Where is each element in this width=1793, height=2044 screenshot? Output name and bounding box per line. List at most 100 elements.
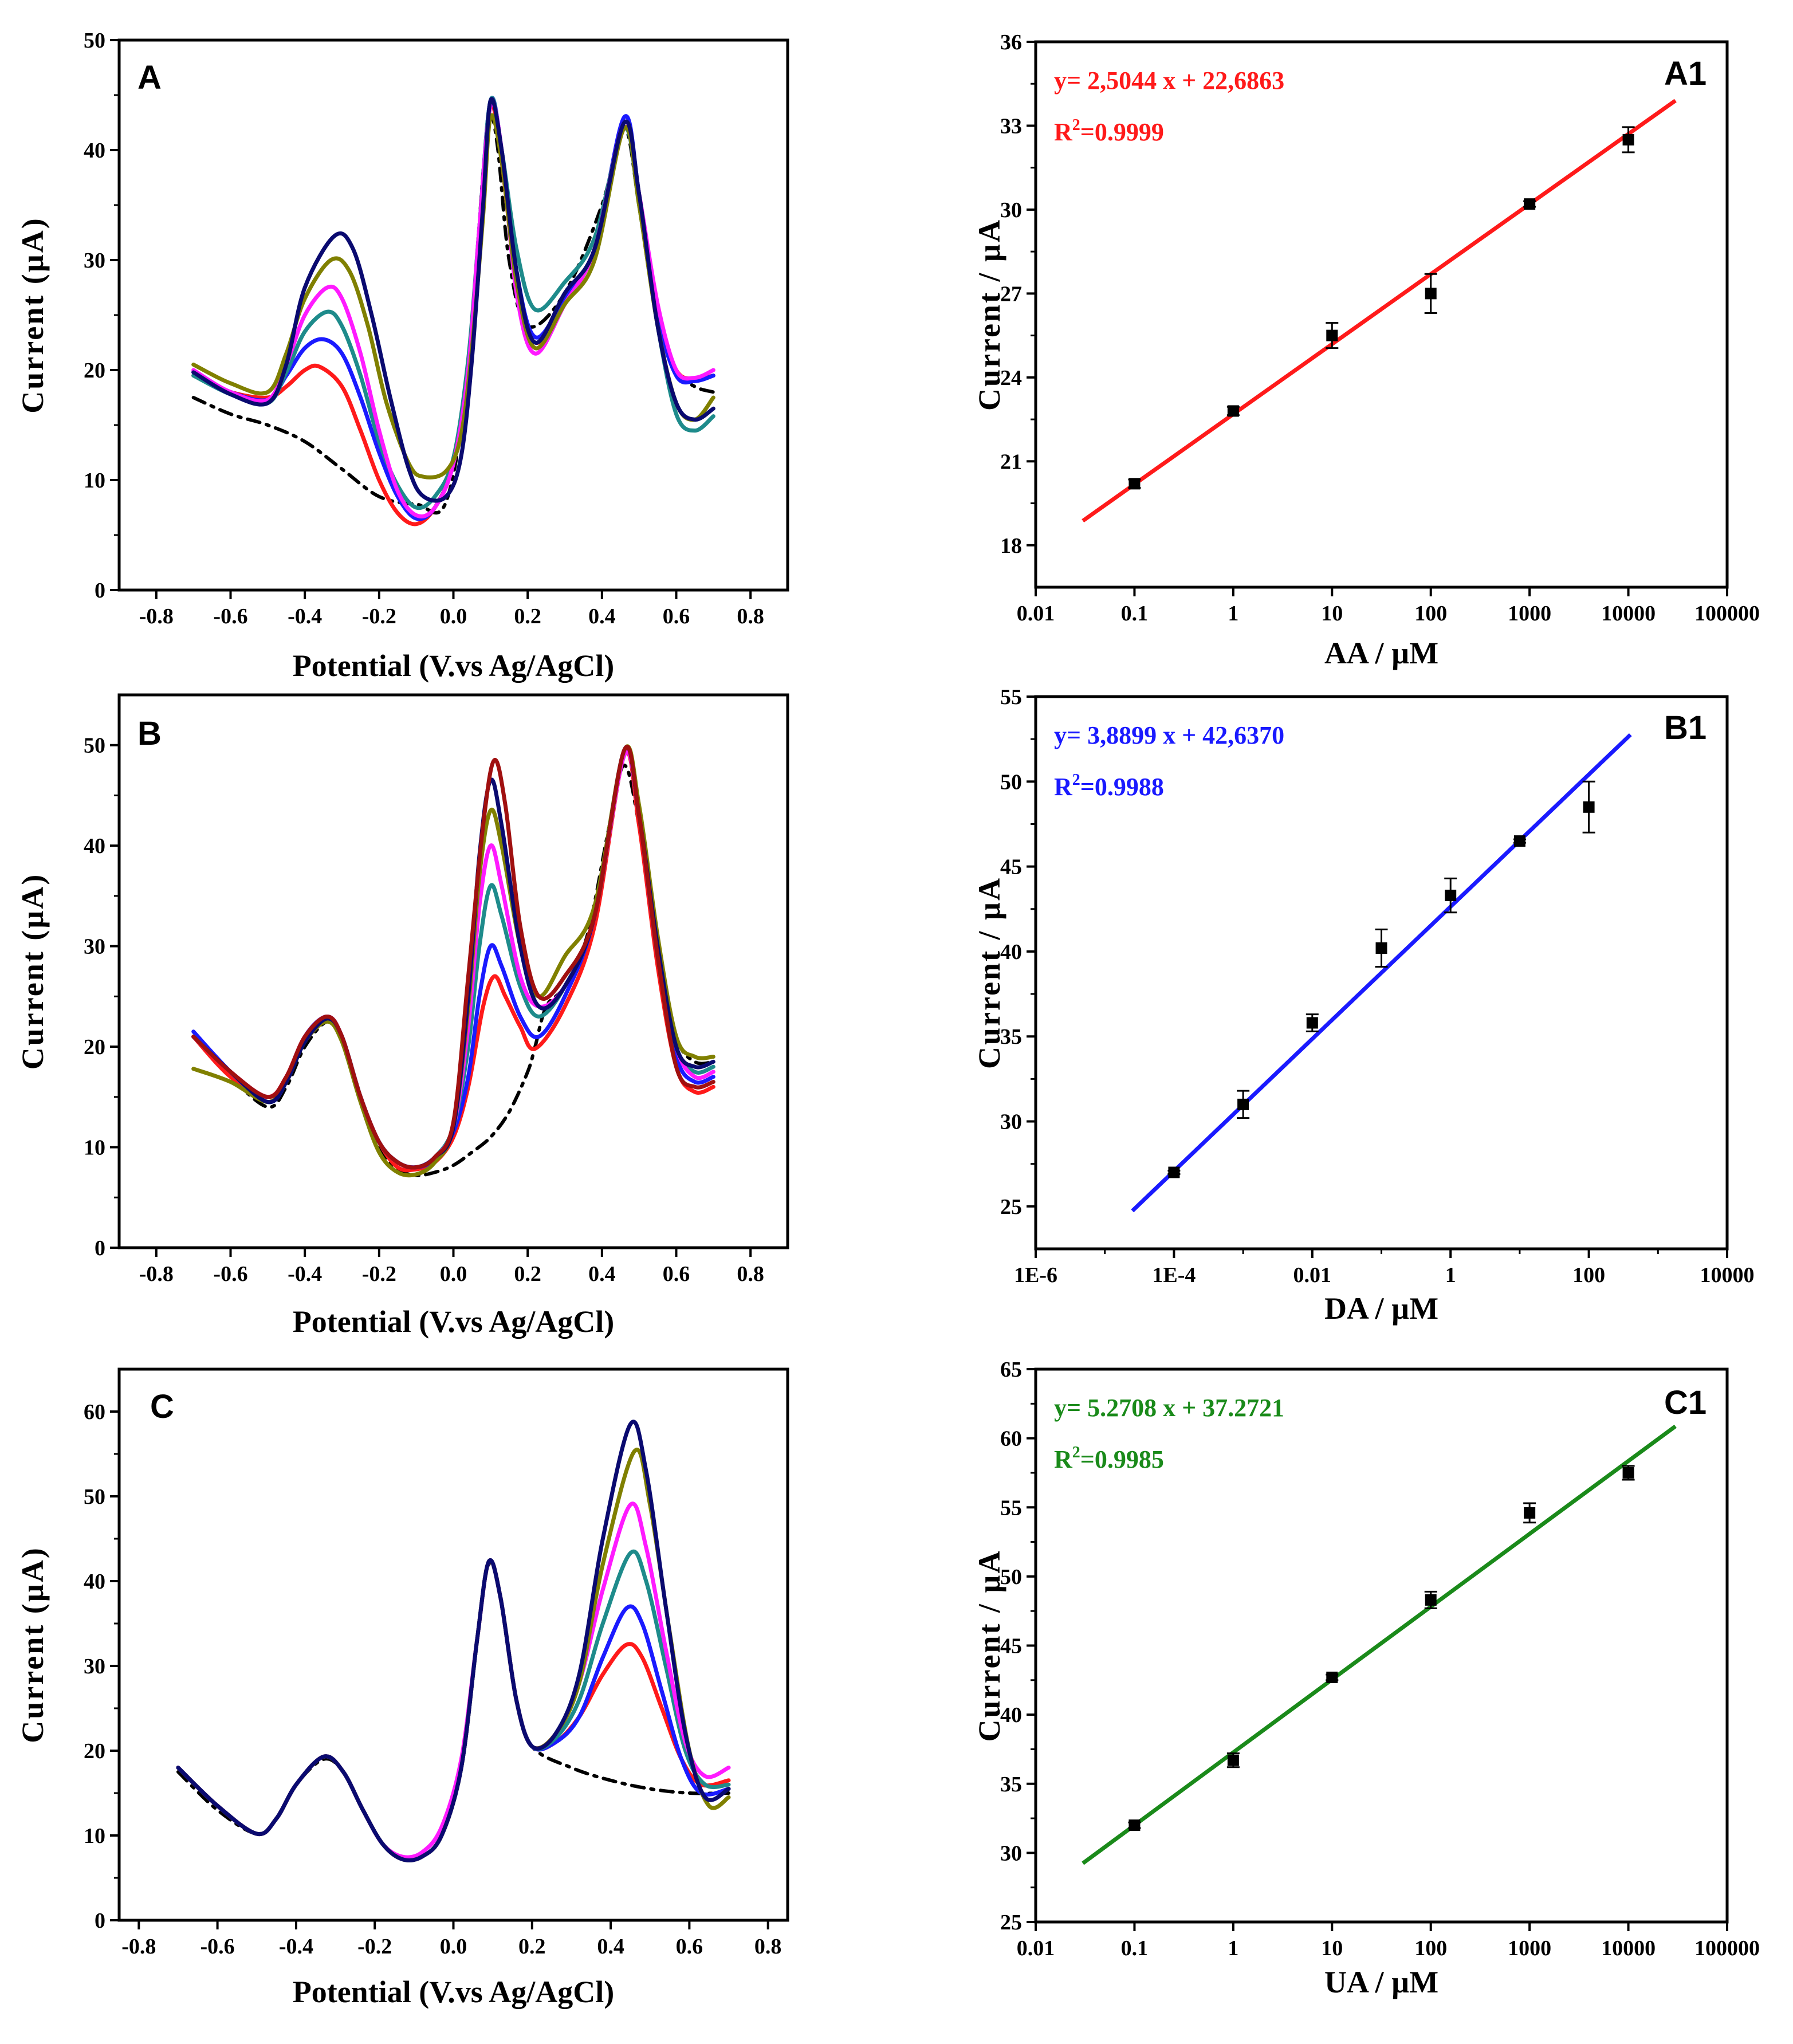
series-line-c6 (176, 1420, 731, 1862)
x-tick-label: 0.4 (588, 1262, 616, 1286)
fit-r-squared: R2=0.9988 (1054, 771, 1164, 801)
data-point (1524, 1507, 1536, 1519)
x-tick-label: 1 (1445, 1263, 1456, 1287)
x-tick-label: -0.6 (200, 1935, 235, 1959)
y-tick-label: 30 (1000, 198, 1022, 222)
x-tick-label: 0.6 (663, 1262, 690, 1286)
x-axis-title: Potential (V.vs Ag/AgCl) (293, 648, 615, 683)
y-axis-title: Current (µA) (15, 873, 50, 1070)
x-tick-label: 0.8 (754, 1935, 782, 1959)
panel-a: -0.8 -0.6 -0.4 -0.2 0.0 0.2 0.4 0.6 0.8 0 10 20 30 40… (15, 29, 789, 683)
axes-frame (1034, 1367, 1729, 1924)
x-axis-title: DA / µM (1324, 1291, 1438, 1326)
r2-value: =0.9988 (1080, 773, 1164, 801)
y-tick-label: 20 (84, 359, 105, 383)
x-tick-label: 10 (1321, 602, 1343, 626)
y-tick-label: 30 (1000, 1110, 1022, 1134)
y-tick-label: 50 (84, 29, 105, 53)
x-tick-label: -0.8 (139, 1262, 174, 1286)
x-tick-label: 0.4 (597, 1935, 624, 1959)
data-point (1129, 1819, 1141, 1831)
y-tick-label: 30 (84, 1654, 105, 1679)
y-tick-label: 40 (1000, 940, 1022, 964)
x-tick-label: -0.4 (288, 1262, 322, 1286)
axes-frame (117, 38, 789, 592)
y-tick-label: 0 (95, 1909, 105, 1933)
x-tick-label: 0.8 (737, 1262, 764, 1286)
x-tick-label: 0.2 (518, 1935, 546, 1959)
fit-equation: y= 3,8899 x + 42,6370 (1054, 721, 1284, 749)
fit-equation: y= 2,5044 x + 22,6863 (1054, 66, 1284, 95)
y-axis-title: Current (µA) (15, 217, 50, 414)
data-point (1227, 1754, 1239, 1766)
series-line-c2 (176, 1558, 731, 1862)
x-tick-label: -0.8 (139, 604, 174, 628)
panel-label: B1 (1664, 709, 1707, 746)
x-axis-title: UA / µM (1324, 1965, 1438, 1999)
r2-value: =0.9999 (1080, 118, 1164, 146)
x-axis-title: AA / µM (1324, 636, 1438, 670)
x-tick-label: 1 (1228, 1936, 1238, 1960)
data-point (1375, 942, 1387, 954)
y-tick-label: 60 (1000, 1427, 1022, 1451)
y-tick-label: 24 (1000, 366, 1022, 390)
panel-label: C1 (1664, 1384, 1707, 1421)
series-line-c1 (176, 1558, 731, 1862)
data-point (1227, 405, 1239, 417)
y-axis-title: Current / µA (972, 218, 1006, 411)
plot-area (191, 96, 715, 526)
x-tick-label: 0.0 (440, 1935, 467, 1959)
y-tick-label: 27 (1000, 282, 1022, 306)
data-point (1168, 1166, 1180, 1178)
y-tick-label: 40 (84, 834, 105, 858)
plot-area (176, 1420, 731, 1862)
y-tick-label: 45 (1000, 855, 1022, 879)
axes-frame (1034, 40, 1729, 589)
x-tick-label: -0.4 (279, 1935, 313, 1959)
data-point (1306, 1017, 1318, 1029)
panel-a1: 0.01 0.1 1 10 100 1000 10000 100000 18 21 24 27 30 33… (972, 30, 1760, 670)
panel-c1: 0.01 0.1 1 10 100 1000 10000 100000 25 30 35 40 45 50… (972, 1358, 1760, 1999)
r2-superscript: 2 (1072, 1444, 1080, 1461)
y-tick-label: 30 (84, 249, 105, 273)
x-tick-label: 10000 (1700, 1263, 1755, 1287)
y-tick-label: 30 (1000, 1841, 1022, 1865)
x-tick-label: 100 (1414, 1936, 1447, 1960)
y-tick-label: 20 (84, 1035, 105, 1059)
data-point (1326, 1671, 1338, 1683)
y-axis-title: Current / µA (972, 876, 1006, 1069)
y-tick-label: 60 (84, 1400, 105, 1424)
x-tick-label: -0.2 (362, 604, 396, 628)
x-tick-label: 0.6 (676, 1935, 703, 1959)
x-tick-label: -0.2 (357, 1935, 392, 1959)
fit-r-squared: R2=0.9999 (1054, 116, 1164, 146)
x-tick-label: 0.8 (737, 604, 764, 628)
data-point (1583, 801, 1595, 813)
data-point (1445, 890, 1457, 902)
fit-line (1082, 99, 1677, 523)
series-line-baseline (176, 1560, 731, 1862)
y-tick-label: 50 (84, 1485, 105, 1509)
axes-frame (1034, 695, 1729, 1251)
y-tick-label: 25 (1000, 1195, 1022, 1219)
x-tick-label: 1000 (1508, 602, 1551, 626)
panel-b: -0.8 -0.6 -0.4 -0.2 0.0 0.2 0.4 0.6 0.8 0 10 20 30 40… (15, 693, 789, 1339)
x-tick-label: 100 (1572, 1263, 1605, 1287)
y-tick-label: 10 (84, 1136, 105, 1160)
r2-prefix: R (1054, 773, 1073, 801)
r2-value: =0.9985 (1080, 1445, 1164, 1473)
y-tick-label: 40 (84, 1570, 105, 1594)
x-tick-label: 0.0 (440, 604, 467, 628)
y-tick-label: 65 (1000, 1358, 1022, 1382)
y-axis-title: Current (µA) (15, 1546, 50, 1743)
x-tick-label: 100000 (1694, 602, 1760, 626)
x-tick-label: 0.1 (1121, 602, 1149, 626)
y-tick-label: 40 (84, 139, 105, 163)
y-tick-label: 21 (1000, 450, 1022, 474)
y-tick-label: 35 (1000, 1772, 1022, 1797)
y-tick-label: 55 (1000, 685, 1022, 709)
y-axis-title: Current / µA (972, 1549, 1006, 1742)
y-tick-label: 35 (1000, 1025, 1022, 1049)
x-tick-label: 0.01 (1293, 1263, 1332, 1287)
